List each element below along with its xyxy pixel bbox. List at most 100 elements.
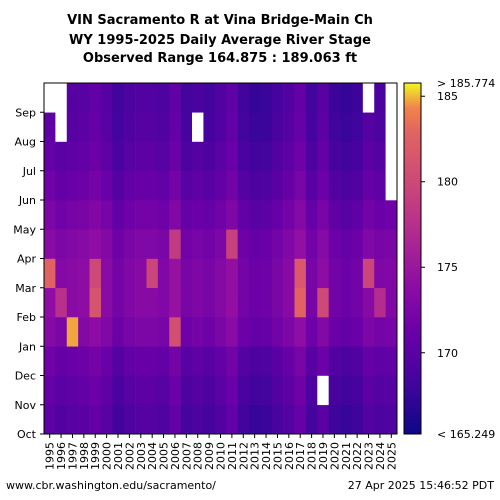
- heatmap-cell: [271, 375, 284, 406]
- heatmap-cell: [260, 317, 273, 347]
- x-tick-label: 2019: [317, 442, 330, 470]
- heatmap-cell: [180, 83, 193, 113]
- y-tick-label: Sep: [15, 106, 36, 119]
- heatmap-cell: [294, 258, 307, 289]
- heatmap-cell: [328, 375, 341, 406]
- heatmap-cell: [328, 200, 341, 230]
- heatmap-cell: [146, 258, 159, 289]
- heatmap-cell: [203, 112, 216, 142]
- heatmap-cell: [123, 258, 136, 289]
- heatmap-cell: [271, 170, 284, 201]
- heatmap-cell: [100, 200, 113, 230]
- heatmap-cell: [123, 346, 136, 376]
- heatmap-cell: [351, 170, 364, 201]
- heatmap-cell: [192, 287, 204, 318]
- heatmap-cell: [135, 229, 147, 259]
- heatmap-cell: [123, 141, 136, 172]
- heatmap-cell: [260, 112, 273, 142]
- heatmap-cell: [271, 346, 284, 376]
- heatmap-cell: [157, 404, 170, 435]
- heatmap-cell: [340, 112, 352, 142]
- heatmap-cell: [340, 141, 352, 172]
- heatmap-cell: [317, 258, 329, 289]
- heatmap-cell: [112, 404, 125, 435]
- heatmap-cell: [362, 317, 375, 347]
- heatmap-cell: [237, 83, 250, 113]
- x-tick-label: 2008: [192, 442, 205, 470]
- x-tick-label: 2000: [101, 442, 114, 470]
- x-tick-label: 2023: [363, 442, 376, 470]
- heatmap-cell: [351, 317, 364, 347]
- heatmap-cell: [374, 258, 386, 289]
- heatmap-cell: [248, 83, 261, 113]
- colorbar-top-label: > 185.774: [437, 77, 495, 90]
- heatmap-cell: [317, 83, 329, 113]
- heatmap-cell: [89, 346, 102, 376]
- x-tick-label: 2016: [283, 442, 296, 470]
- heatmap-cell: [362, 83, 375, 113]
- heatmap-cell: [169, 287, 181, 318]
- heatmap-cell: [146, 112, 159, 142]
- heatmap-cell: [214, 229, 227, 259]
- heatmap-cell: [374, 375, 386, 406]
- chart-title-line-1: VIN Sacramento R at Vina Bridge-Main Ch: [67, 13, 373, 28]
- heatmap-cell: [283, 170, 295, 201]
- heatmap-cell: [260, 83, 273, 113]
- heatmap-cell: [351, 258, 364, 289]
- heatmap-cell: [135, 375, 147, 406]
- heatmap-cell: [203, 170, 216, 201]
- x-tick-label: 1997: [66, 442, 79, 470]
- heatmap-cell: [294, 375, 307, 406]
- heatmap-cell: [78, 200, 90, 230]
- heatmap-cell: [180, 317, 193, 347]
- source-url: www.cbr.washington.edu/sacramento/: [6, 479, 216, 492]
- heatmap-cell: [112, 229, 125, 259]
- heatmap-cell: [135, 141, 147, 172]
- heatmap-cell: [66, 170, 79, 201]
- heatmap-cell: [180, 170, 193, 201]
- heatmap-cell: [214, 83, 227, 113]
- heatmap-cell: [55, 404, 68, 435]
- heatmap-cell: [305, 404, 318, 435]
- heatmap-cell: [135, 317, 147, 347]
- heatmap-cell: [135, 200, 147, 230]
- heatmap-cell: [123, 170, 136, 201]
- heatmap-cell: [340, 317, 352, 347]
- heatmap-cell: [362, 112, 375, 142]
- heatmap-cell: [340, 287, 352, 318]
- heatmap-cell: [271, 258, 284, 289]
- heatmap-cell: [362, 404, 375, 435]
- x-tick-label: 1998: [78, 442, 91, 470]
- heatmap-cell: [248, 346, 261, 376]
- x-tick-label: 1996: [55, 442, 68, 470]
- x-tick-label: 2024: [374, 442, 387, 470]
- heatmap-cell: [169, 229, 181, 259]
- heatmap-cell: [340, 258, 352, 289]
- heatmap-cell: [157, 258, 170, 289]
- heatmap-cell: [340, 83, 352, 113]
- colorbar-ticks: 170 175 180 185: [421, 90, 458, 360]
- heatmap-cell: [169, 170, 181, 201]
- colorbar-tick-label: 175: [437, 261, 458, 274]
- heatmap-cell: [317, 170, 329, 201]
- heatmap-cell: [294, 200, 307, 230]
- heatmap-cell: [203, 83, 216, 113]
- heatmap-cell: [248, 258, 261, 289]
- heatmap-cell: [100, 229, 113, 259]
- heatmap-cell: [135, 170, 147, 201]
- heatmap-cell: [192, 404, 204, 435]
- heatmap-cell: [78, 404, 90, 435]
- heatmap-cell: [203, 258, 216, 289]
- heatmap-cell: [169, 200, 181, 230]
- heatmap-cell: [305, 346, 318, 376]
- heatmap-cell: [55, 83, 68, 113]
- heatmap-cell: [294, 141, 307, 172]
- heatmap-cell: [328, 404, 341, 435]
- heatmap-cell: [317, 200, 329, 230]
- heatmap-cell: [55, 141, 68, 172]
- heatmap-cell: [351, 83, 364, 113]
- heatmap-cell: [66, 141, 79, 172]
- heatmap-cell: [294, 112, 307, 142]
- heatmap-cell: [112, 200, 125, 230]
